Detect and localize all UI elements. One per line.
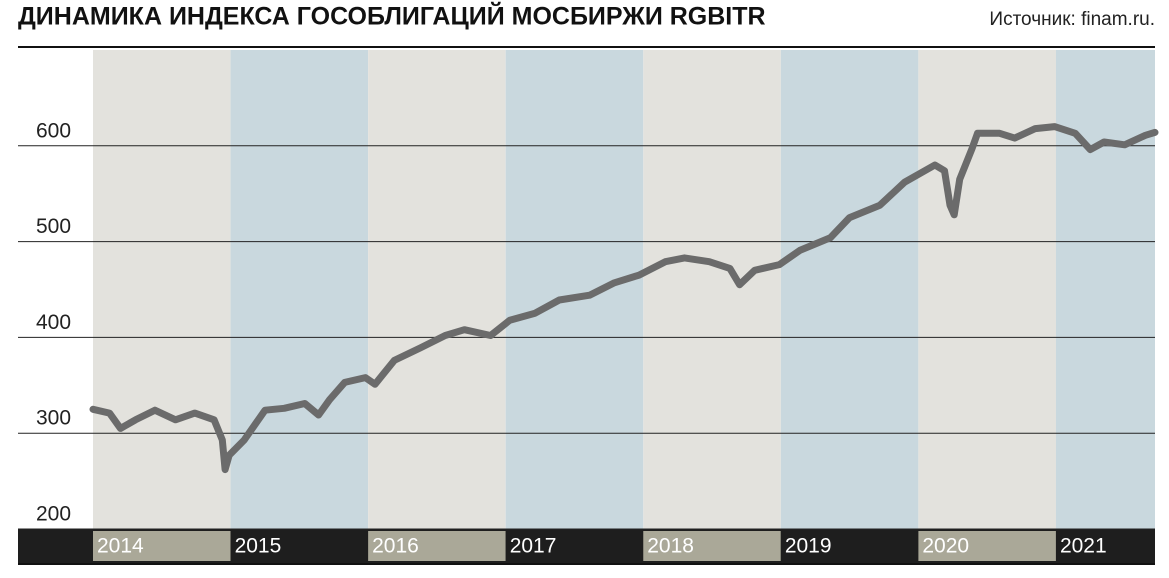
source: Источник: finam.ru. (989, 9, 1155, 30)
chart-title: ДИНАМИКА ИНДЕКСА ГОСОБЛИГАЦИЙ МОСБИРЖИ R… (18, 1, 766, 31)
y-tick-label: 300 (36, 407, 71, 430)
y-tick-label: 200 (36, 503, 71, 526)
year-band (780, 50, 919, 529)
y-tick-label: 400 (36, 311, 71, 334)
index-line (89, 123, 1159, 474)
year-band (93, 50, 231, 529)
x-tick-label: 2020 (922, 535, 969, 558)
x-tick-label: 2017 (510, 535, 557, 558)
year-label-band (643, 531, 781, 561)
year-label-band (93, 531, 231, 561)
y-tick-label: 600 (36, 119, 71, 142)
x-tick-label: 2014 (97, 535, 144, 558)
year-label-band (1055, 531, 1155, 561)
year-label-band (505, 531, 644, 561)
x-tick-label: 2018 (647, 535, 694, 558)
x-tick-label: 2021 (1060, 535, 1107, 558)
x-tick-label: 2015 (235, 535, 282, 558)
x-tick-label: 2019 (785, 535, 832, 558)
year-band (1055, 50, 1155, 529)
x-tick-label: 2016 (372, 535, 419, 558)
year-label-band (230, 531, 369, 561)
y-tick-label: 500 (36, 215, 71, 238)
year-band (505, 50, 644, 529)
year-label-band (780, 531, 919, 561)
year-label-band (368, 531, 506, 561)
year-band (643, 50, 781, 529)
year-band (230, 50, 369, 529)
year-band (918, 50, 1056, 529)
year-band (368, 50, 506, 529)
year-label-band (918, 531, 1056, 561)
